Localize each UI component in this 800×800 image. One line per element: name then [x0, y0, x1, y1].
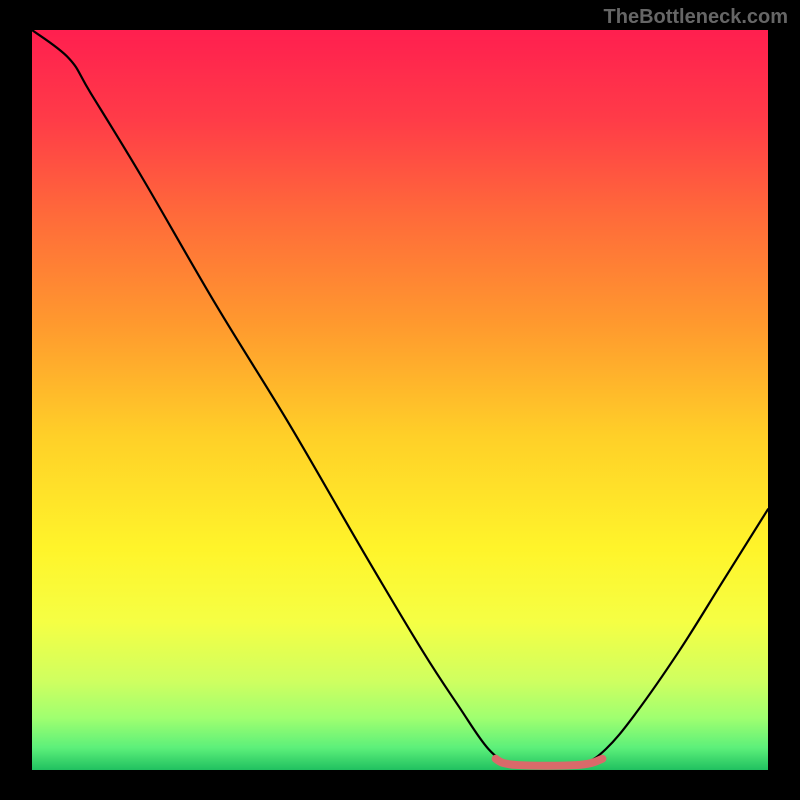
bottom-marker-path — [496, 759, 603, 766]
main-curve-path — [32, 30, 768, 766]
chart-container: TheBottleneck.com — [0, 0, 800, 800]
watermark-text: TheBottleneck.com — [604, 6, 788, 29]
plot-area — [32, 30, 768, 770]
bottleneck-curve — [32, 30, 768, 770]
